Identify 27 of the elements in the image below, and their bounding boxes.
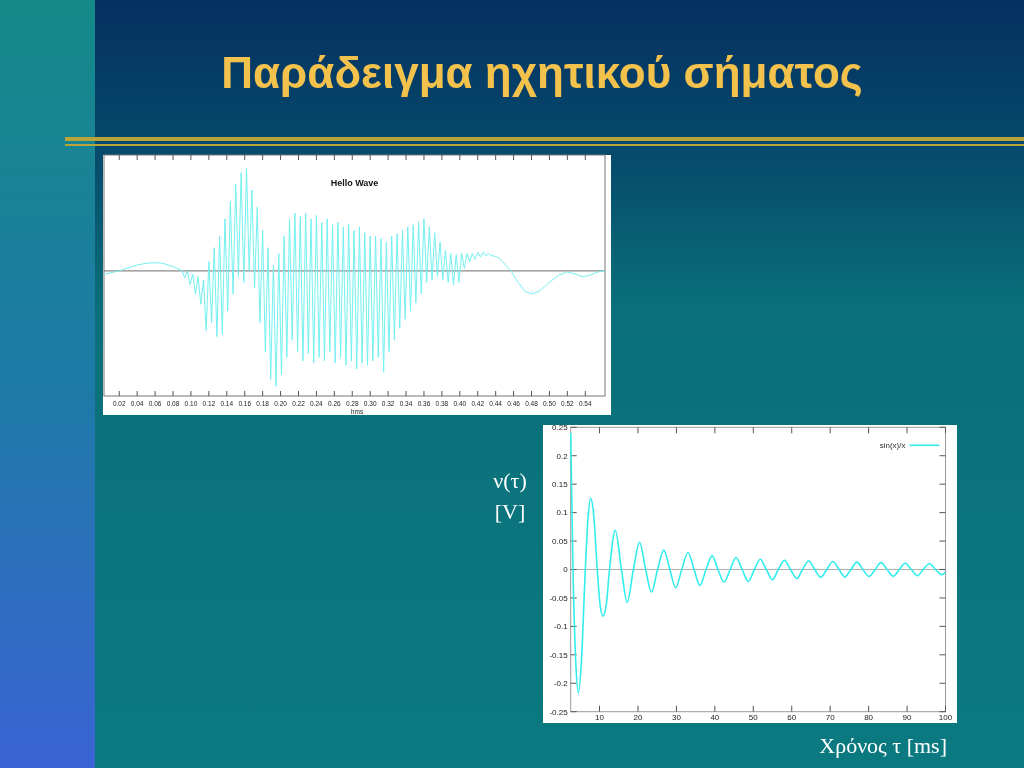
text: Hello Wave [330, 178, 379, 188]
y-tick-label: -0.25 [549, 707, 569, 717]
line-series [569, 432, 947, 694]
x-tick-label: 30 [671, 712, 682, 722]
y-tick-label: -0.2 [553, 679, 569, 689]
y-tick-label: 0.15 [552, 479, 569, 489]
x-tick-label: 20 [633, 712, 643, 722]
x-tick-label: 10 [595, 712, 605, 722]
x-tick-label: 100 [938, 712, 953, 722]
y-tick-label: 0.2 [556, 451, 569, 461]
y-tick-label: 0.25 [552, 423, 569, 433]
x-tick-label: 80 [864, 712, 874, 722]
x-tick-label: 60 [787, 712, 797, 722]
x-axis-title: Χρόνος τ [ms] [819, 733, 947, 758]
text: Παράδειγμα ηχητικού σήματος [221, 48, 863, 97]
x-tick-label: 40 [710, 712, 720, 722]
y-tick-label: -0.1 [553, 622, 569, 632]
x-tick-label: 90 [902, 712, 913, 722]
y-tick-label: -0.15 [549, 650, 569, 660]
x-tick-label: 70 [825, 712, 836, 722]
y-tick-label: -0.05 [549, 593, 569, 603]
legend-label: sin(x)/x [879, 441, 906, 451]
y-tick-label: 0.05 [552, 536, 569, 546]
y-tick-label: 0 [563, 565, 569, 575]
y-tick-label: 0.1 [556, 508, 569, 518]
y-axis-title: ν(τ) [V] [493, 468, 527, 524]
x-tick-label: 50 [748, 712, 759, 722]
